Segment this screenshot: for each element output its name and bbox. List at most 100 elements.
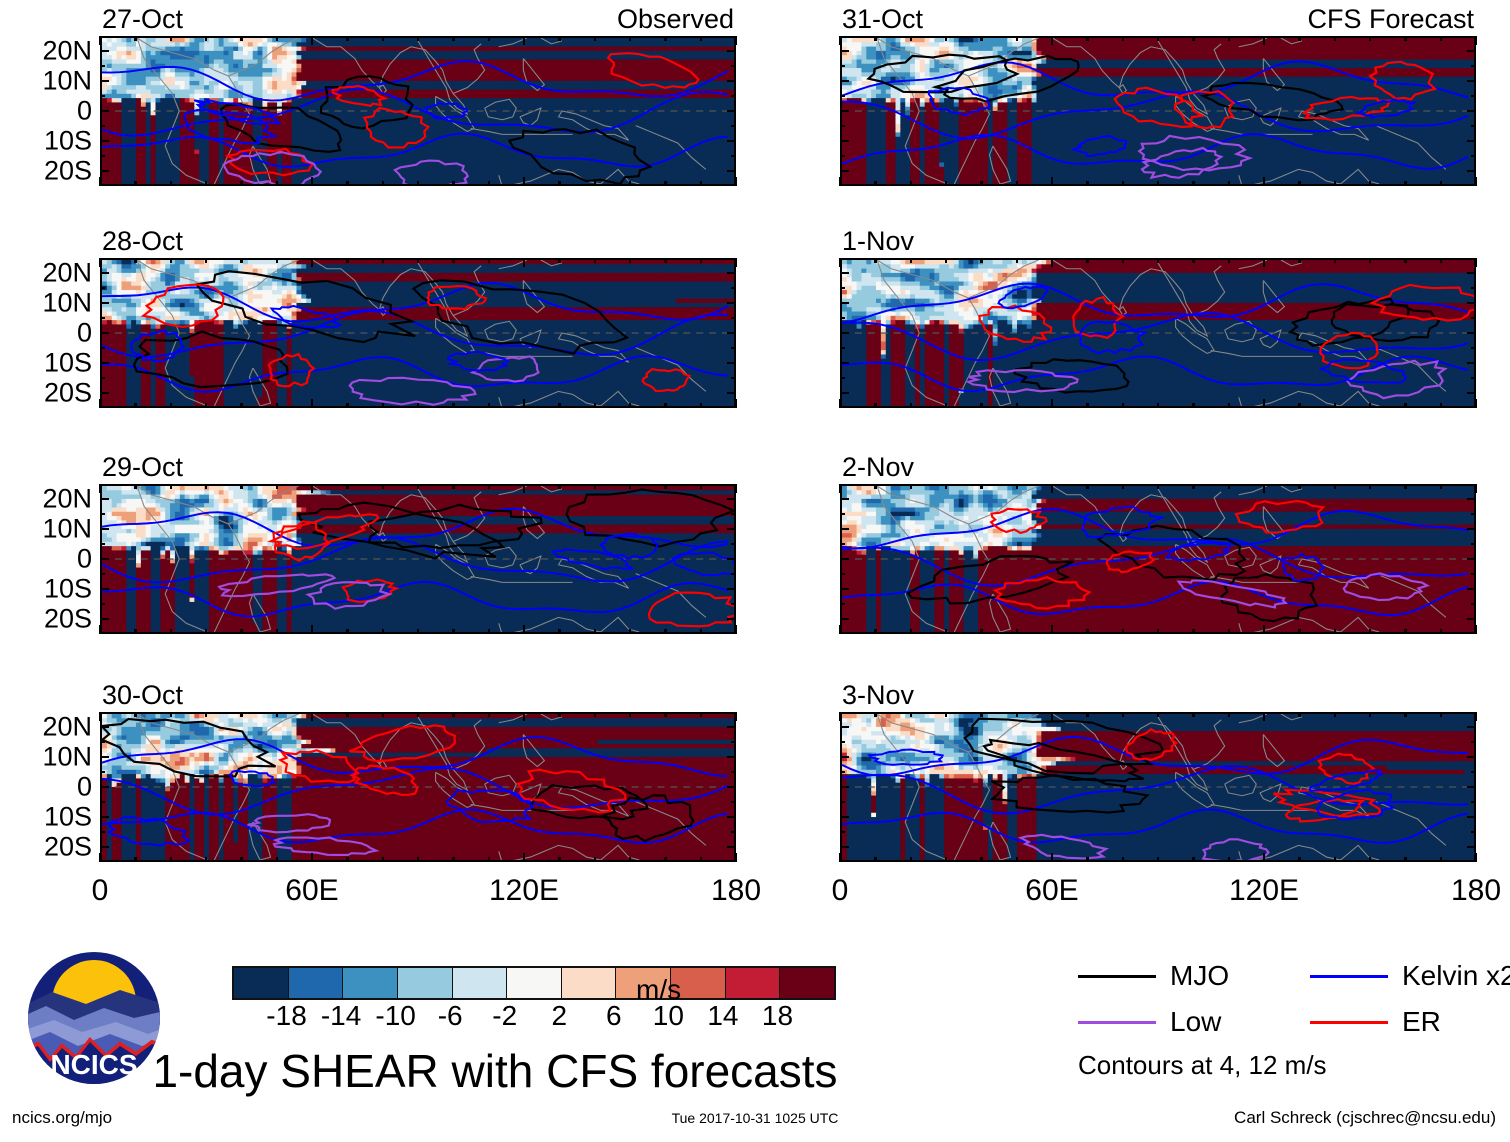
axis-tick — [1471, 347, 1476, 350]
axis-tick — [100, 771, 105, 774]
axis-tick — [240, 629, 243, 634]
axis-tick — [1404, 36, 1407, 41]
axis-tick — [731, 831, 736, 834]
axis-tick — [100, 513, 105, 516]
axis-tick — [1467, 756, 1476, 759]
axis-tick — [346, 484, 349, 489]
axis-tick — [1263, 625, 1266, 634]
axis-tick — [699, 484, 702, 489]
axis-tick — [346, 258, 349, 263]
axis-tick — [909, 629, 912, 634]
wave-contours — [102, 52, 729, 184]
axis-tick — [1263, 177, 1266, 186]
colorbar-swatch — [506, 968, 561, 998]
y-axis-tick-label: 20N — [42, 37, 92, 65]
axis-tick — [487, 36, 490, 41]
axis-tick — [205, 403, 208, 408]
axis-tick — [275, 36, 278, 41]
legend-line-swatch — [1310, 1020, 1388, 1024]
axis-tick — [558, 629, 561, 634]
axis-tick — [134, 857, 137, 862]
axis-tick — [909, 258, 912, 263]
colorbar-tick-label: 18 — [762, 1000, 793, 1032]
legend-entry: ER — [1310, 1008, 1441, 1036]
axis-tick — [731, 741, 736, 744]
axis-tick — [1227, 403, 1230, 408]
axis-tick — [1467, 528, 1476, 531]
axis-tick — [558, 857, 561, 862]
axis-tick — [1157, 629, 1160, 634]
axis-tick — [840, 756, 849, 759]
axis-tick — [99, 399, 102, 408]
axis-tick — [1467, 588, 1476, 591]
footer-site-link[interactable]: ncics.org/mjo — [12, 1108, 112, 1128]
colorbar-swatch — [670, 968, 725, 998]
axis-tick — [727, 846, 736, 849]
axis-tick — [980, 181, 983, 186]
map-plot-area — [100, 258, 736, 408]
panel-date-label: 2-Nov — [842, 454, 914, 481]
axis-tick — [99, 258, 102, 267]
axis-tick — [240, 181, 243, 186]
axis-tick — [523, 177, 526, 186]
axis-tick — [381, 181, 384, 186]
axis-tick — [1015, 258, 1018, 263]
axis-tick — [100, 65, 105, 68]
axis-tick — [1467, 392, 1476, 395]
axis-tick — [100, 272, 109, 275]
footer-author: Carl Schreck (cjschrec@ncsu.edu) — [1234, 1108, 1496, 1128]
axis-tick — [1051, 399, 1054, 408]
axis-tick — [1051, 625, 1054, 634]
axis-tick — [1471, 603, 1476, 606]
axis-tick — [629, 36, 632, 41]
colorbar-swatch — [724, 968, 780, 998]
axis-tick — [839, 177, 842, 186]
axis-tick — [980, 36, 983, 41]
axis-tick — [1157, 36, 1160, 41]
y-axis-tick-label: 20N — [42, 485, 92, 513]
colorbar-tick-labels: -18 -14 -10 -6 -2 2 6 10 14 18 — [232, 1000, 832, 1032]
axis-tick — [874, 712, 877, 717]
axis-tick — [727, 392, 736, 395]
axis-tick — [99, 36, 102, 45]
axis-tick — [346, 629, 349, 634]
axis-tick — [169, 181, 172, 186]
shear-map — [842, 714, 1474, 860]
axis-tick — [945, 181, 948, 186]
axis-tick — [1086, 629, 1089, 634]
y-axis-tick-label: 10S — [44, 575, 92, 603]
axis-tick — [731, 155, 736, 158]
y-axis-tick-label: 10S — [44, 349, 92, 377]
axis-tick — [840, 543, 845, 546]
axis-tick — [840, 558, 849, 561]
axis-tick — [1471, 377, 1476, 380]
axis-tick — [100, 558, 109, 561]
legend-line-swatch — [1078, 1020, 1156, 1024]
axis-tick — [452, 712, 455, 717]
axis-tick — [1475, 177, 1478, 186]
axis-tick — [909, 484, 912, 489]
axis-tick — [593, 181, 596, 186]
axis-tick — [1404, 403, 1407, 408]
axis-tick — [275, 258, 278, 263]
axis-tick — [1369, 181, 1372, 186]
colorbar-swatch — [560, 968, 616, 998]
map-panel: 3-Nov — [839, 682, 1478, 862]
axis-tick — [417, 258, 420, 263]
axis-tick — [100, 155, 105, 158]
axis-tick — [1263, 853, 1266, 862]
axis-tick — [558, 36, 561, 41]
map-panel: 29-Oct — [99, 454, 738, 634]
axis-tick — [731, 95, 736, 98]
axis-tick — [593, 36, 596, 41]
colorbar-tick-label: -10 — [375, 1000, 415, 1032]
map-plot-area — [840, 36, 1476, 186]
axis-tick — [945, 629, 948, 634]
axis-tick — [99, 853, 102, 862]
axis-tick — [169, 857, 172, 862]
axis-tick — [558, 181, 561, 186]
map-plot-area — [100, 712, 736, 862]
axis-tick — [1471, 771, 1476, 774]
y-axis-tick-label: 10S — [44, 803, 92, 831]
axis-tick — [275, 181, 278, 186]
